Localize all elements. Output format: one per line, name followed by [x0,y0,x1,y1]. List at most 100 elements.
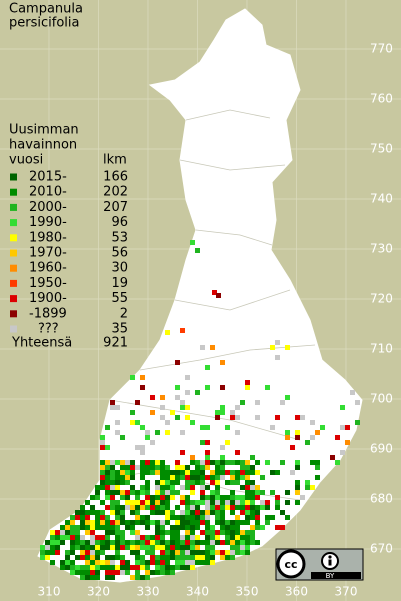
observation-square [195,505,200,510]
observation-square [100,460,105,465]
observation-square [220,540,225,545]
observation-square [355,400,360,405]
legend-label: 1960- [29,261,67,276]
observation-square [205,515,210,520]
observation-square [255,485,260,490]
observation-square [245,510,250,515]
observation-square [135,465,140,470]
legend-count: 166 [103,170,128,185]
observation-square [230,555,235,560]
observation-square [130,485,135,490]
observation-square [145,460,150,465]
x-axis-label: 340 [186,585,209,599]
observation-square [95,570,100,575]
observation-square [155,480,160,485]
observation-square [145,520,150,525]
observation-square [60,565,65,570]
observation-square [75,565,80,570]
observation-square [290,470,295,475]
observation-square [225,505,230,510]
observation-square [245,460,250,465]
observation-square [120,530,125,535]
observation-square [95,555,100,560]
observation-square [60,540,65,545]
observation-square [185,470,190,475]
observation-square [190,470,195,475]
observation-square [250,500,255,505]
observation-square [240,540,245,545]
observation-square [185,515,190,520]
observation-square [135,490,140,495]
observation-square [70,565,75,570]
observation-square [240,520,245,525]
observation-square [90,520,95,525]
observation-square [95,540,100,545]
observation-square [210,560,215,565]
observation-square [150,545,155,550]
observation-square [155,485,160,490]
observation-square [75,555,80,560]
observation-square [240,500,245,505]
observation-square [205,540,210,545]
observation-square [140,565,145,570]
observation-square [180,515,185,520]
observation-square [115,460,120,465]
observation-square [216,293,221,298]
observation-square [165,560,170,565]
observation-square [230,505,235,510]
observation-square [200,345,205,350]
observation-square [125,520,130,525]
observation-square [80,565,85,570]
observation-square [185,485,190,490]
observation-square [110,520,115,525]
observation-square [110,480,115,485]
observation-square [145,515,150,520]
observation-square [230,480,235,485]
observation-square [220,555,225,560]
title: Campanula [9,2,83,17]
observation-square [215,550,220,555]
observation-square [210,490,215,495]
observation-square [150,550,155,555]
observation-square [195,390,200,395]
observation-square [120,515,125,520]
observation-square [135,505,140,510]
observation-square [255,525,260,530]
observation-square [180,405,185,410]
observation-square [255,400,260,405]
legend-count: 53 [111,230,128,245]
observation-square [205,510,210,515]
observation-square [215,520,220,525]
observation-square [110,565,115,570]
observation-square [140,490,145,495]
by-text: BY [326,572,335,580]
observation-square [250,455,255,460]
observation-square [230,410,235,415]
observation-square [310,420,315,425]
observation-square [135,555,140,560]
observation-square [120,560,125,565]
observation-square [105,545,110,550]
observation-square [245,480,250,485]
observation-square [140,470,145,475]
observation-square [105,470,110,475]
observation-square [160,510,165,515]
observation-square [90,550,95,555]
legend-label: -1899 [29,306,67,321]
observation-square [235,530,240,535]
observation-square [110,570,115,575]
cc-text: cc [284,558,297,571]
observation-square [190,485,195,490]
observation-square [180,470,185,475]
observation-square [230,540,235,545]
observation-square [60,560,65,565]
observation-square [165,555,170,560]
observation-square [75,510,80,515]
observation-square [215,490,220,495]
observation-square [190,505,195,510]
observation-square [235,535,240,540]
observation-square [105,495,110,500]
observation-square [95,520,100,525]
observation-square [140,560,145,565]
observation-square [295,430,300,435]
